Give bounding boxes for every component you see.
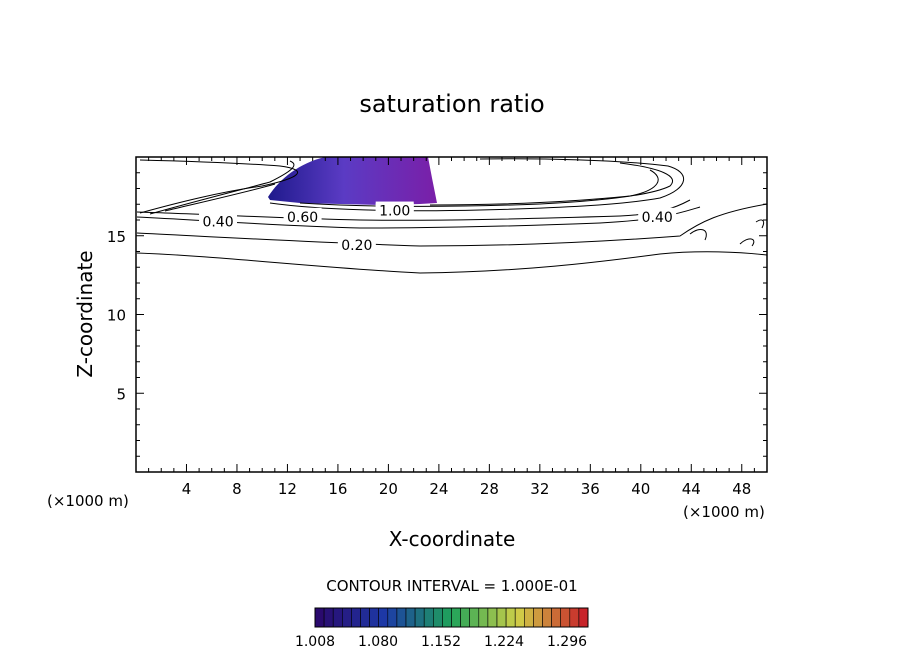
contour-interval-caption: CONTOUR INTERVAL = 1.000E-01 — [326, 577, 577, 595]
plot-frame — [135, 156, 768, 473]
colorbar-tick-label: 1.008 — [295, 634, 335, 650]
colorbar-frame — [314, 607, 589, 628]
colorbar-swatch — [442, 607, 452, 628]
colorbar-swatch — [323, 607, 334, 628]
x-tick-label: 32 — [530, 480, 549, 498]
contour-label: 0.40 — [202, 215, 233, 231]
colorbar — [314, 607, 589, 628]
x-tick-label: 36 — [581, 480, 600, 498]
contour-line — [689, 228, 707, 241]
colorbar-swatch — [332, 607, 343, 628]
colorbar-swatch — [360, 607, 370, 628]
colorbar-swatch — [451, 607, 461, 628]
contour-line — [739, 238, 755, 247]
contour-label: 0.60 — [287, 210, 318, 226]
contour-label-bg — [375, 201, 414, 218]
contour-label-bg — [283, 207, 322, 224]
colorbar-swatch — [460, 607, 471, 628]
colorbar-swatch — [578, 607, 589, 628]
shaded-region — [268, 157, 437, 205]
colorbar-tick-label: 1.296 — [547, 634, 587, 650]
contour-label: 0.20 — [341, 238, 372, 254]
y-tick-label: 10 — [107, 307, 126, 325]
x-unit-left: (×1000 m) — [47, 492, 129, 510]
x-tick-label: 16 — [328, 480, 347, 498]
contour-line — [755, 219, 765, 229]
contour-label-bg — [199, 212, 238, 229]
contour-line — [429, 169, 659, 206]
contour-label-bg — [638, 207, 677, 224]
colorbar-tick-label: 1.224 — [484, 634, 524, 650]
colorbar-tick-label: 1.080 — [358, 634, 398, 650]
colorbar-swatch — [314, 607, 325, 628]
colorbar-swatch — [387, 607, 398, 628]
colorbar-swatch — [432, 607, 443, 628]
y-axis: 5 10 15 — [107, 172, 767, 457]
y-axis-label: Z-coordinate — [73, 250, 97, 377]
x-tick-label: 44 — [682, 480, 701, 498]
x-tick-label: 48 — [732, 480, 751, 498]
x-tick-label: 20 — [379, 480, 398, 498]
contour-line — [149, 160, 295, 215]
colorbar-swatch — [351, 607, 361, 628]
colorbar-tick-label: 1.152 — [421, 634, 461, 650]
colorbar-swatch — [487, 607, 498, 628]
colorbar-swatch — [478, 607, 489, 628]
contour-label: 1.00 — [379, 204, 410, 220]
x-unit-right: (×1000 m) — [683, 503, 765, 521]
colorbar-swatch — [423, 607, 434, 628]
colorbar-swatch — [369, 607, 380, 628]
y-tick-label: 5 — [116, 385, 126, 403]
contour-line — [136, 203, 768, 247]
x-axis: 4 8 12 16 20 24 28 32 36 40 44 48 — [148, 157, 755, 498]
colorbar-swatch — [341, 607, 352, 628]
colorbar-swatch — [505, 607, 516, 628]
x-tick-label: 28 — [480, 480, 499, 498]
x-tick-label: 24 — [429, 480, 448, 498]
x-tick-label: 40 — [631, 480, 650, 498]
x-tick-label: 4 — [182, 480, 192, 498]
x-axis-label: X-coordinate — [389, 527, 516, 551]
colorbar-swatch — [514, 607, 525, 628]
contour-line — [164, 183, 276, 212]
contour-line — [136, 251, 768, 274]
colorbar-swatch — [405, 607, 416, 628]
colorbar-tick-labels: 1.008 1.080 1.152 1.224 1.296 — [295, 634, 587, 650]
y-tick-label: 15 — [107, 228, 126, 246]
x-tick-label: 8 — [232, 480, 242, 498]
colorbar-swatch — [569, 607, 580, 628]
supersaturation-region — [268, 157, 437, 205]
chart-title: saturation ratio — [359, 90, 544, 118]
colorbar-swatch — [560, 607, 571, 628]
contour-labels: 0.200.400.600.801.000.40 — [199, 201, 677, 254]
colorbar-swatch — [542, 607, 552, 628]
contour-label-bg — [337, 236, 376, 253]
contour-label: 0.40 — [642, 210, 673, 226]
colorbar-swatch — [533, 607, 543, 628]
colorbar-swatch — [378, 607, 389, 628]
colorbar-swatch — [551, 607, 561, 628]
contour-line — [139, 159, 299, 214]
colorbar-swatch — [469, 607, 480, 628]
x-tick-label: 12 — [278, 480, 297, 498]
colorbar-swatch — [496, 607, 507, 628]
colorbar-swatch — [523, 607, 534, 628]
colorbar-swatch — [414, 607, 425, 628]
colorbar-swatch — [396, 607, 407, 628]
